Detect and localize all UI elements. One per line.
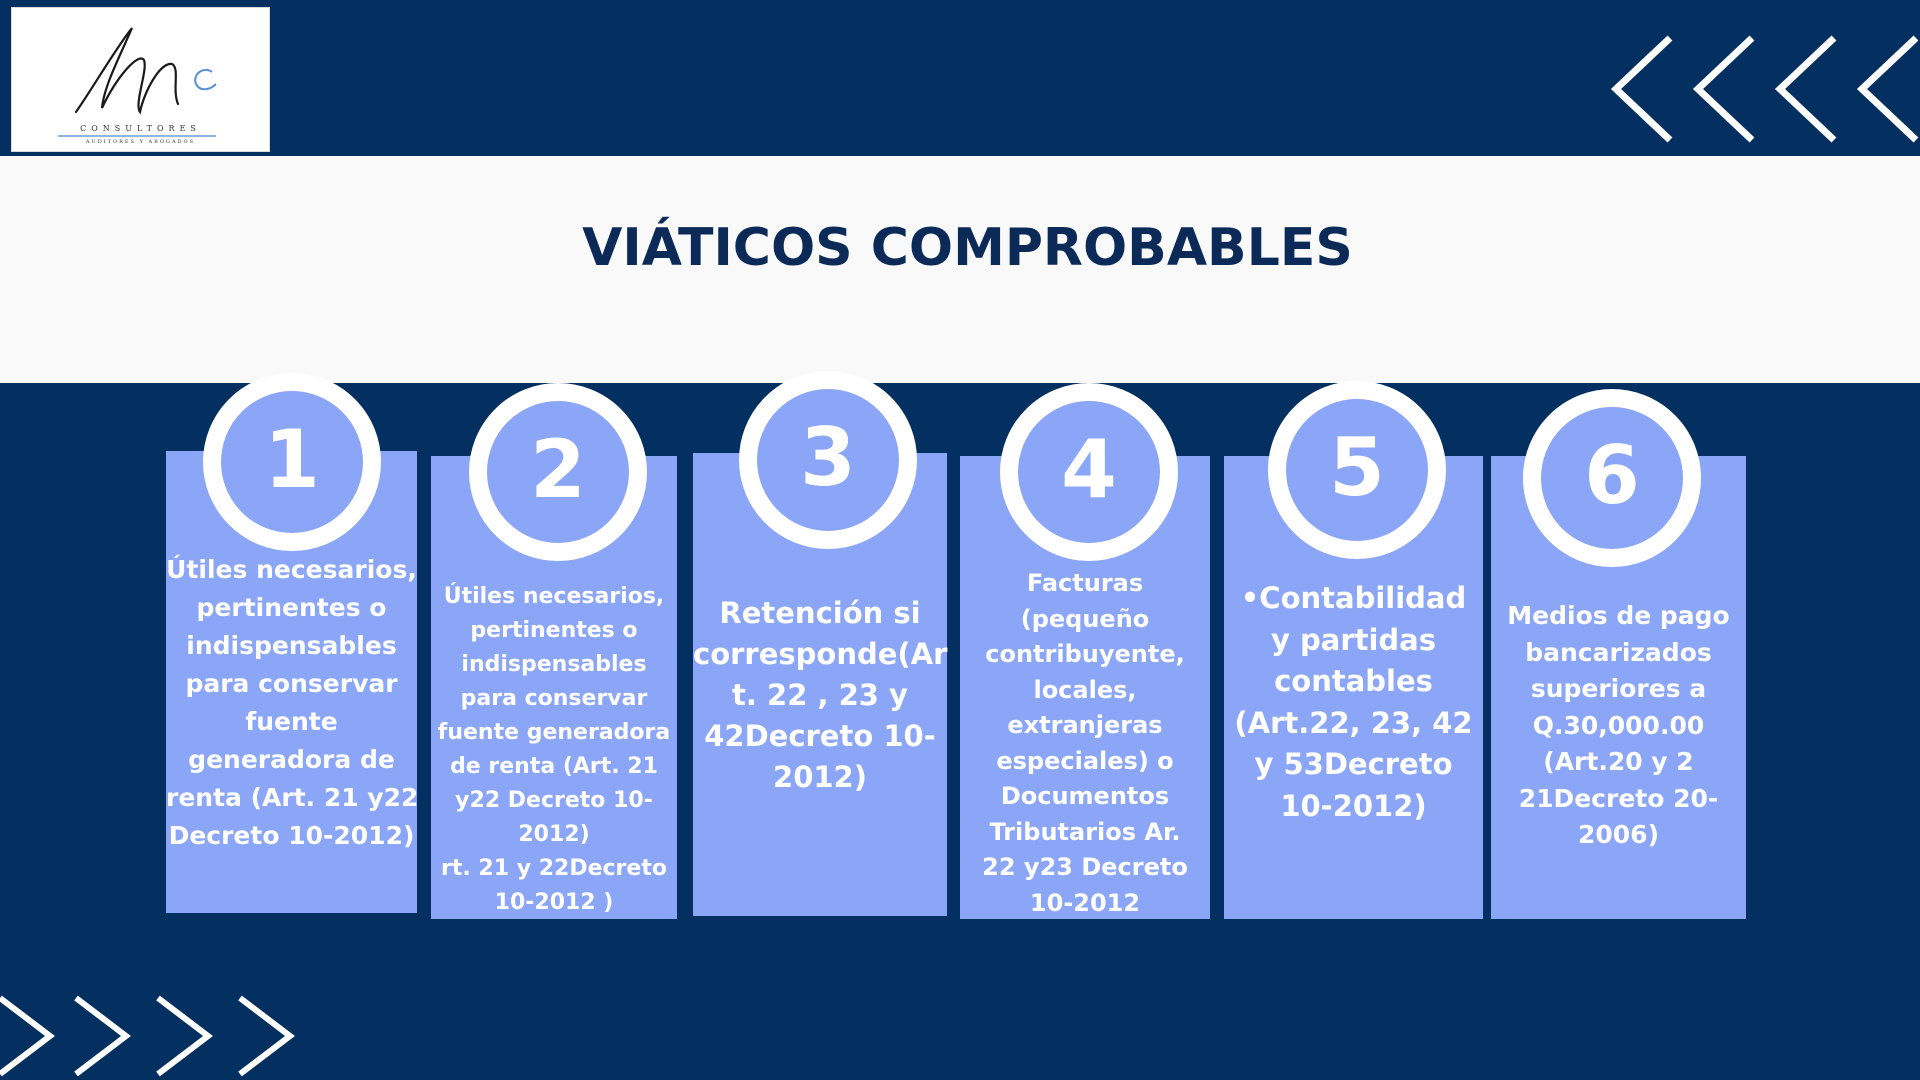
step-card-5: •Contabilidad y partidas contables (Art.… <box>1224 456 1483 919</box>
step-card-5-text: •Contabilidad y partidas contables (Art.… <box>1234 581 1473 823</box>
step-card-1-text: Útiles necesarios, pertinentes o indispe… <box>166 555 419 850</box>
step-card-1: Útiles necesarios, pertinentes o indispe… <box>166 451 419 913</box>
signature-logo-mark <box>58 27 217 137</box>
step-number-badge-5: 5 <box>1268 381 1446 559</box>
step-card-2-text: Útiles necesarios, pertinentes o indispe… <box>437 584 671 915</box>
logo-line-auditores: AUDITORES Y ABOGADOS <box>85 139 196 145</box>
page-title: VIÁTICOS COMPROBABLES <box>582 218 1353 278</box>
step-card-3: Retención si corresponde(Ar t. 22 , 23 y… <box>693 453 947 916</box>
step-card-6-text: Medios de pago bancarizados superiores a… <box>1507 601 1730 849</box>
step-number-badge-6: 6 <box>1523 389 1701 567</box>
chevron-left-icon <box>1610 35 1919 143</box>
step-number-badge-1: 1 <box>203 373 381 551</box>
step-number-badge-4: 4 <box>1000 383 1178 561</box>
step-number-badge-2: 2 <box>469 383 647 561</box>
step-card-3-text: Retención si corresponde(Ar t. 22 , 23 y… <box>693 596 948 794</box>
chevron-right-icon <box>0 995 295 1077</box>
step-card-4-text: Facturas (pequeño contribuyente, locales… <box>982 569 1188 917</box>
step-number-badge-3: 3 <box>739 371 917 549</box>
company-logo: CONSULTORES AUDITORES Y ABOGADOS <box>11 7 270 152</box>
logo-line-consultores: CONSULTORES <box>80 124 201 133</box>
step-card-4: Facturas (pequeño contribuyente, locales… <box>960 456 1210 919</box>
step-card-2: Útiles necesarios, pertinentes o indispe… <box>431 456 677 919</box>
title-band <box>0 156 1920 383</box>
